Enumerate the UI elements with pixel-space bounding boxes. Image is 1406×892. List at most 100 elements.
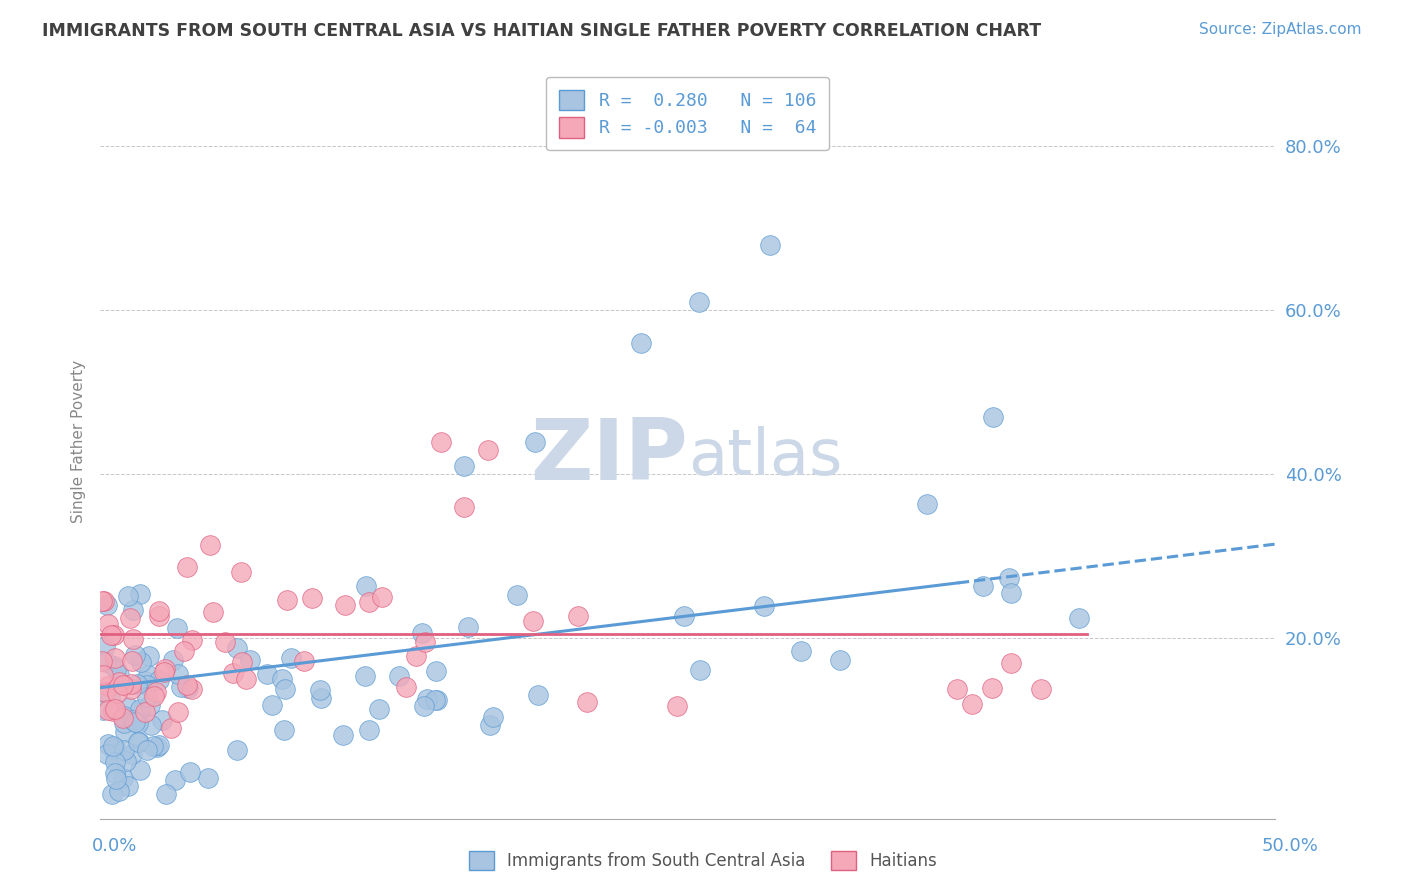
- Point: [1031, 681, 1053, 696]
- Point: [136, 668, 159, 682]
- Point: [415, 691, 437, 706]
- Point: [100, 628, 122, 642]
- Point: [97, 617, 120, 632]
- Point: [134, 706, 156, 720]
- Point: [260, 698, 283, 713]
- Point: [114, 715, 136, 730]
- Point: [97, 679, 120, 693]
- Point: [359, 723, 381, 738]
- Point: [575, 695, 598, 709]
- Point: [411, 626, 433, 640]
- Point: [998, 570, 1021, 584]
- Point: [177, 681, 200, 696]
- Point: [160, 721, 183, 735]
- Point: [148, 738, 170, 752]
- Point: [94, 639, 117, 653]
- Point: [165, 773, 187, 788]
- Point: [127, 677, 149, 691]
- Point: [1000, 585, 1022, 599]
- Point: [527, 689, 550, 703]
- Point: [235, 673, 257, 687]
- Point: [128, 735, 150, 749]
- Point: [148, 673, 170, 688]
- Point: [121, 632, 143, 647]
- Point: [972, 579, 994, 593]
- Point: [150, 713, 173, 727]
- Point: [91, 667, 114, 681]
- Point: [167, 705, 190, 719]
- Point: [139, 698, 162, 712]
- Point: [357, 594, 380, 608]
- Point: [229, 565, 252, 579]
- Point: [214, 634, 236, 648]
- Point: [425, 665, 447, 679]
- Point: [292, 653, 315, 667]
- Point: [666, 699, 689, 714]
- Point: [145, 685, 167, 699]
- Legend: Immigrants from South Central Asia, Haitians: Immigrants from South Central Asia, Hait…: [463, 844, 943, 877]
- Point: [388, 669, 411, 683]
- Point: [173, 644, 195, 658]
- Point: [96, 598, 118, 612]
- Point: [93, 593, 115, 607]
- Point: [980, 681, 1002, 695]
- Point: [104, 701, 127, 715]
- Point: [138, 649, 160, 664]
- Point: [790, 644, 813, 658]
- Point: [354, 669, 377, 683]
- Point: [273, 723, 295, 738]
- Point: [112, 708, 135, 723]
- Point: [122, 602, 145, 616]
- Point: [143, 689, 166, 703]
- Point: [128, 701, 150, 715]
- Point: [201, 606, 224, 620]
- Point: [276, 592, 298, 607]
- Point: [114, 725, 136, 739]
- Point: [124, 714, 146, 729]
- Point: [97, 703, 120, 717]
- Point: [121, 654, 143, 668]
- Point: [166, 621, 188, 635]
- Point: [200, 537, 222, 551]
- Point: [91, 654, 114, 668]
- Point: [1067, 611, 1090, 625]
- Text: IMMIGRANTS FROM SOUTH CENTRAL ASIA VS HAITIAN SINGLE FATHER POVERTY CORRELATION : IMMIGRANTS FROM SOUTH CENTRAL ASIA VS HA…: [42, 22, 1042, 40]
- Point: [104, 741, 127, 756]
- Point: [103, 659, 125, 673]
- Point: [280, 651, 302, 665]
- Point: [127, 716, 149, 731]
- Point: [176, 560, 198, 574]
- Point: [176, 678, 198, 692]
- Point: [960, 697, 983, 711]
- Point: [111, 771, 134, 785]
- Point: [135, 678, 157, 692]
- Point: [142, 739, 165, 753]
- Point: [482, 710, 505, 724]
- Point: [136, 690, 159, 704]
- Point: [231, 655, 253, 669]
- Point: [101, 739, 124, 753]
- Point: [117, 699, 139, 714]
- Point: [155, 787, 177, 801]
- Point: [426, 692, 449, 706]
- Point: [179, 764, 201, 779]
- Point: [673, 608, 696, 623]
- Point: [124, 648, 146, 663]
- Point: [104, 755, 127, 769]
- Point: [90, 594, 112, 608]
- Point: [395, 680, 418, 694]
- Legend: R =  0.280   N = 106, R = -0.003   N =  64: R = 0.280 N = 106, R = -0.003 N = 64: [547, 77, 830, 150]
- Point: [127, 735, 149, 749]
- Point: [105, 772, 128, 787]
- Point: [101, 788, 124, 802]
- Text: atlas: atlas: [688, 425, 842, 488]
- Point: [478, 718, 501, 732]
- Point: [197, 772, 219, 786]
- Point: [108, 675, 131, 690]
- Point: [688, 295, 710, 310]
- Point: [91, 703, 114, 717]
- Point: [139, 718, 162, 732]
- Point: [96, 747, 118, 761]
- Point: [129, 655, 152, 669]
- Text: Source: ZipAtlas.com: Source: ZipAtlas.com: [1198, 22, 1361, 37]
